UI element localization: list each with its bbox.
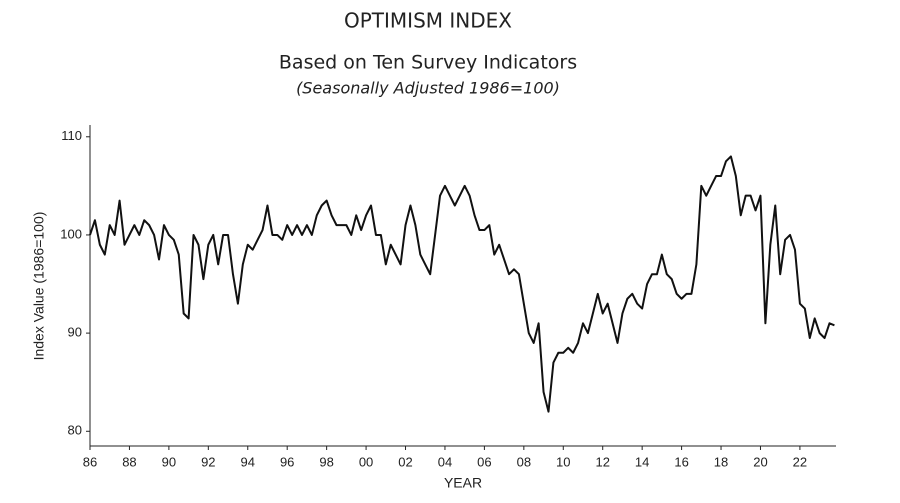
y-axis-label: Index Value (1986=100) <box>31 212 47 361</box>
chart-title: OPTIMISM INDEX <box>344 9 512 33</box>
x-tick-label: 12 <box>595 454 609 469</box>
x-tick-label: 98 <box>319 454 333 469</box>
x-tick-label: 20 <box>753 454 767 469</box>
y-tick-label: 80 <box>68 423 82 438</box>
x-axis-label: YEAR <box>444 475 482 491</box>
x-tick-label: 02 <box>398 454 412 469</box>
x-tick-label: 92 <box>201 454 215 469</box>
x-tick-label: 04 <box>438 454 452 469</box>
y-tick-label: 90 <box>68 325 82 340</box>
x-tick-label: 06 <box>477 454 491 469</box>
x-tick-label: 22 <box>793 454 807 469</box>
chart-note: (Seasonally Adjusted 1986=100) <box>296 79 560 98</box>
x-tick-label: 88 <box>122 454 136 469</box>
x-tick-label: 14 <box>635 454 649 469</box>
x-tick-label: 00 <box>359 454 373 469</box>
x-tick-label: 16 <box>674 454 688 469</box>
x-tick-label: 10 <box>556 454 570 469</box>
x-tick-label: 08 <box>517 454 531 469</box>
data-line <box>89 155 835 413</box>
x-tick-label: 18 <box>714 454 728 469</box>
x-tick-label: 90 <box>162 454 176 469</box>
y-tick-label: 110 <box>61 128 82 143</box>
x-tick-label: 94 <box>241 454 255 469</box>
chart-subtitle: Based on Ten Survey Indicators <box>279 52 577 74</box>
x-tick-label: 96 <box>280 454 294 469</box>
x-tick-label: 86 <box>83 454 97 469</box>
y-tick-label: 100 <box>60 226 82 241</box>
